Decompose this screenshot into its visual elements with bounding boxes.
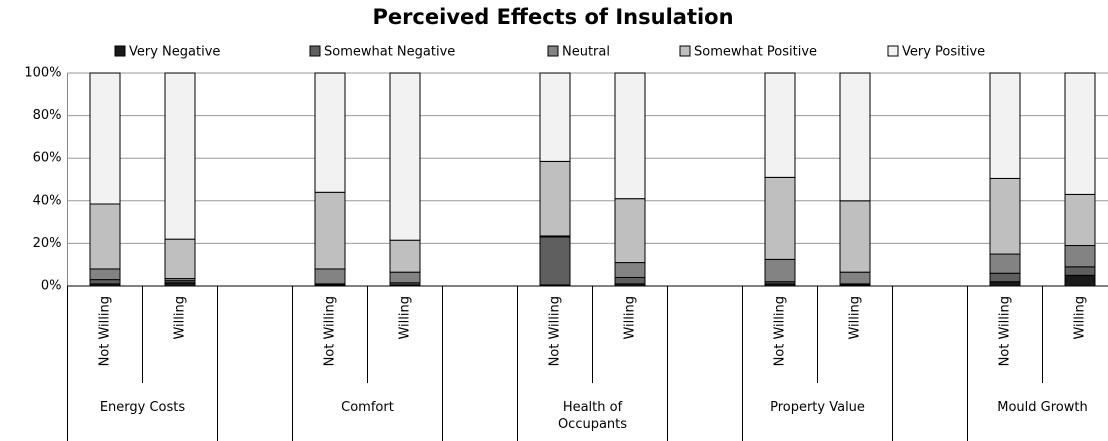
- group-label: Property Value: [770, 400, 865, 415]
- bar-segment: [164, 238, 196, 280]
- bar-segment: [764, 176, 796, 260]
- bar-segment: [1064, 193, 1096, 247]
- bar-segment: [389, 72, 421, 241]
- legend-label: Neutral: [562, 45, 610, 60]
- legend-swatch: [114, 45, 126, 57]
- bar-segment: [389, 239, 421, 273]
- bar-segment: [764, 72, 796, 178]
- bar-segment: [839, 72, 871, 202]
- bar-segment: [89, 268, 121, 281]
- group-label: Health of Occupants: [557, 400, 628, 432]
- bar-segment: [1064, 274, 1096, 287]
- x-tick-label: Willing: [173, 296, 188, 340]
- bar-segment: [314, 72, 346, 193]
- bar-segment: [614, 72, 646, 200]
- bar-segment: [1064, 72, 1096, 195]
- bar-segment: [614, 276, 646, 285]
- x-tick-label: Willing: [398, 296, 413, 340]
- x-tick-label: Not Willing: [323, 296, 338, 366]
- x-tick-label: Willing: [1073, 296, 1088, 340]
- bar-segment: [839, 200, 871, 273]
- group-label: Comfort: [341, 400, 394, 415]
- bar-segment: [89, 72, 121, 205]
- group-label: Mould Growth: [997, 400, 1088, 415]
- chart-title: Perceived Effects of Insulation: [372, 5, 733, 29]
- bar-segment: [989, 72, 1021, 179]
- legend-swatch: [547, 45, 559, 57]
- legend-label: Very Negative: [129, 45, 220, 60]
- bar-segment: [539, 160, 571, 237]
- group-label: Energy Costs: [99, 400, 186, 415]
- y-tick-label: 60%: [33, 151, 62, 166]
- bar-segment: [614, 262, 646, 278]
- bar-segment: [539, 72, 571, 162]
- x-tick-label: Not Willing: [98, 296, 113, 366]
- legend-label: Somewhat Negative: [324, 45, 455, 60]
- x-tick-label: Not Willing: [773, 296, 788, 366]
- y-tick-label: 20%: [33, 236, 62, 251]
- bar-segment: [839, 271, 871, 285]
- legend-label: Somewhat Positive: [694, 45, 817, 60]
- y-tick-label: 40%: [33, 193, 62, 208]
- bar-segment: [539, 236, 571, 286]
- bar-segment: [314, 268, 346, 285]
- bar-segment: [989, 177, 1021, 255]
- bar-segment: [164, 72, 196, 240]
- x-tick-label: Willing: [623, 296, 638, 340]
- bar-segment: [1064, 245, 1096, 268]
- legend-swatch: [679, 45, 691, 57]
- x-tick-label: Not Willing: [548, 296, 563, 366]
- bar-segment: [1064, 266, 1096, 276]
- y-tick-label: 0%: [41, 279, 62, 294]
- legend-label: Very Positive: [902, 45, 985, 60]
- bar-segment: [89, 203, 121, 270]
- y-tick-label: 100%: [24, 66, 61, 81]
- x-tick-label: Willing: [848, 296, 863, 340]
- y-tick-label: 80%: [33, 108, 62, 123]
- bar-segment: [314, 191, 346, 270]
- bar-segment: [614, 198, 646, 264]
- x-tick-label: Not Willing: [998, 296, 1013, 366]
- bar-segment: [89, 279, 121, 285]
- bar-segment: [764, 258, 796, 283]
- bar-segment: [989, 272, 1021, 283]
- bar-segment: [989, 253, 1021, 274]
- bar-segment: [989, 281, 1021, 287]
- legend-swatch: [309, 45, 321, 57]
- bar-segment: [389, 271, 421, 284]
- legend-swatch: [887, 45, 899, 57]
